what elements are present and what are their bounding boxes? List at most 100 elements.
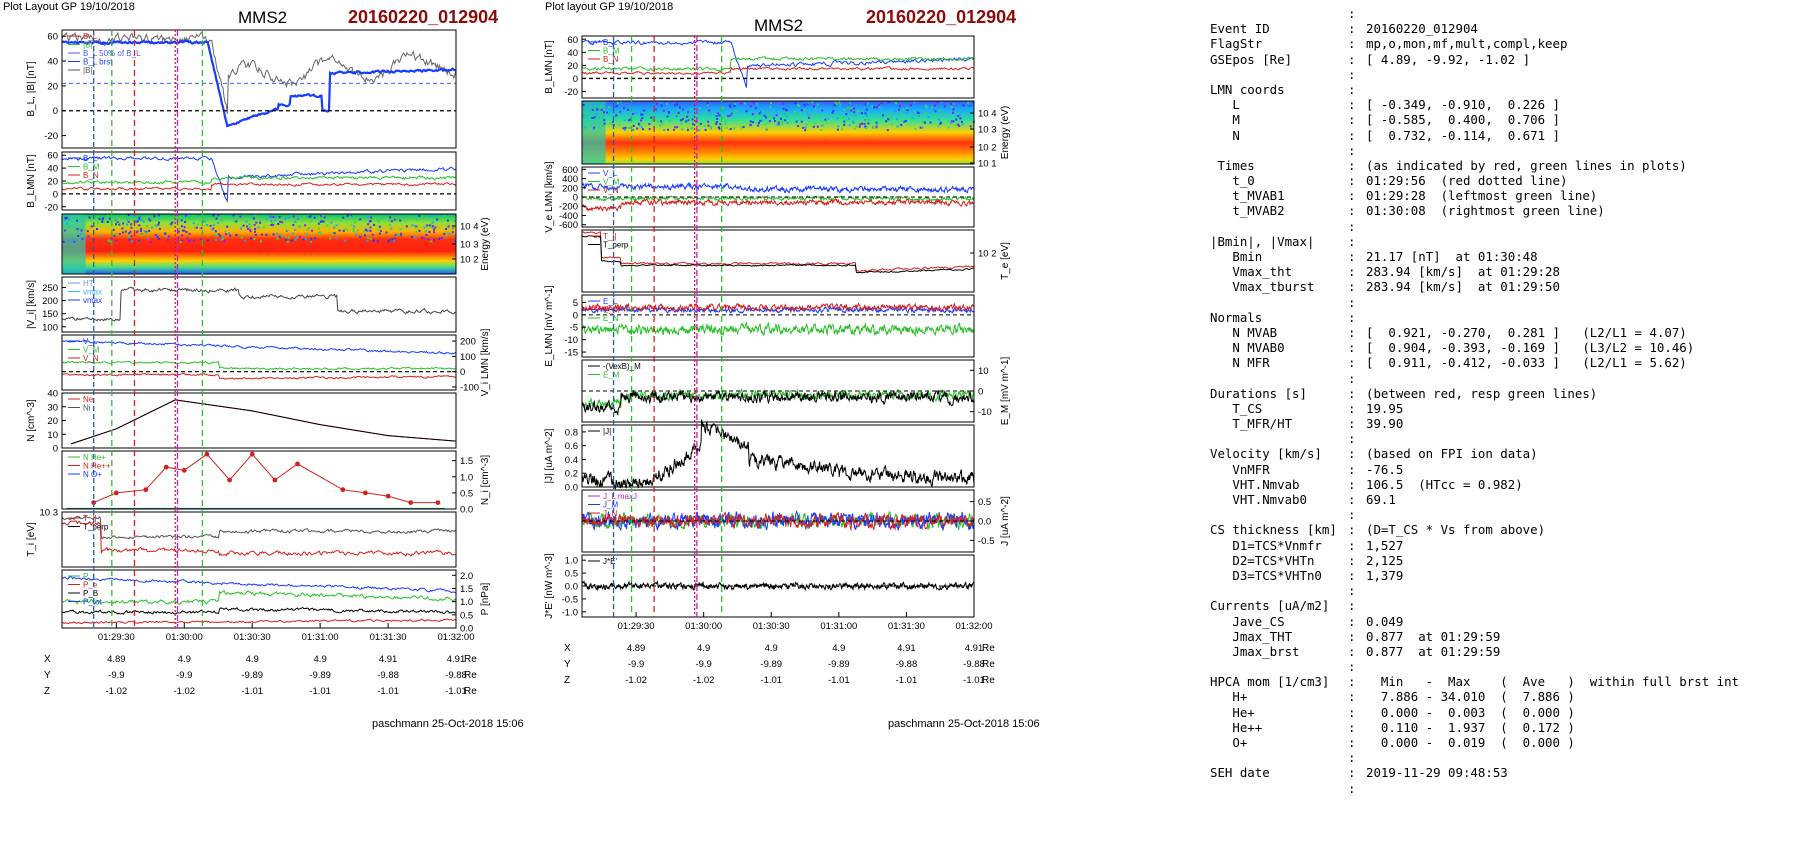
info-key: N MVAB0 — [1210, 340, 1285, 356]
spectrogram-speckle — [424, 230, 427, 233]
spectrogram-speckle — [393, 218, 396, 221]
spectrogram-speckle — [676, 103, 679, 106]
info-sep: : — [1348, 21, 1356, 37]
pos-row-value: -9.9 — [176, 670, 192, 681]
spectrogram-speckle — [687, 119, 690, 122]
y-axis-label: B_LMN [nT] — [26, 154, 37, 208]
spectrogram-speckle — [76, 227, 79, 230]
spectrogram-speckle — [114, 219, 117, 221]
info-row: N MVAB0: [ 0.904, -0.393, -0.169 ] (L3/L2… — [1210, 340, 1800, 355]
y-axis-label: Energy (eV) — [480, 217, 491, 270]
spectrogram-speckle — [642, 109, 645, 112]
spectrogram-speckle — [309, 240, 312, 243]
spectrogram-speckle — [63, 229, 66, 232]
info-sep: : — [1348, 51, 1356, 67]
spectrogram-speckle — [70, 233, 73, 236]
info-key: t_MVAB1 — [1210, 188, 1285, 204]
spectrogram-speckle — [967, 101, 970, 104]
spectrogram-speckle — [952, 102, 955, 105]
spectrogram-speckle — [866, 114, 869, 117]
y-axis-label: B_LMN [nT] — [544, 40, 555, 94]
y-tick-label: 0.4 — [565, 455, 578, 466]
left-figure-title: MMS2 — [238, 8, 288, 27]
spectrogram-speckle — [680, 123, 683, 125]
spectrogram-speckle — [615, 105, 618, 108]
spectrogram-speckle — [377, 220, 380, 223]
spectrogram-speckle — [369, 226, 372, 229]
spectrogram-speckle — [848, 124, 851, 127]
series-line — [581, 39, 975, 88]
spectrogram-speckle — [875, 121, 878, 124]
spectrogram-speckle — [806, 103, 809, 106]
series-line — [581, 579, 975, 592]
spectrogram-speckle — [270, 224, 273, 226]
spectrogram-speckle — [845, 113, 848, 116]
spectrogram-speckle — [260, 233, 263, 236]
spectrogram-speckle — [880, 117, 883, 119]
spectrogram-speckle — [393, 237, 396, 240]
spectrogram-speckle — [194, 227, 197, 229]
legend-label: B_L — [83, 32, 98, 41]
spectrogram-speckle — [281, 221, 284, 224]
spectrogram-speckle — [820, 128, 823, 131]
spectrogram-speckle — [608, 106, 611, 109]
event-info-table: : Event ID:20160220_012904 FlagStr: mp,o,mo… — [1210, 6, 1800, 796]
spectrogram-speckle — [106, 214, 109, 217]
spectrogram-speckle — [722, 107, 725, 110]
y-tick-label: -100 — [460, 382, 479, 393]
pos-row-value: -9.9 — [628, 659, 644, 670]
info-sep: : — [1348, 719, 1356, 735]
info-value: [ 0.921, -0.270, 0.281 ] (L2/L1 = 4.07) — [1366, 324, 1687, 340]
spectrogram-speckle — [898, 108, 900, 111]
info-sep: : — [1348, 674, 1356, 690]
spectrogram-speckle — [783, 114, 786, 117]
spectrogram-speckle — [109, 240, 112, 243]
info-sep: : — [1348, 431, 1356, 447]
spectrogram-speckle — [582, 104, 585, 106]
spectrogram-speckle — [706, 102, 709, 105]
spectrogram-speckle — [106, 220, 109, 223]
spectrogram-speckle — [101, 220, 104, 223]
spectrogram-speckle — [924, 104, 927, 107]
info-row: He++: 0.110 - 1.937 ( 0.172 ) — [1210, 720, 1800, 735]
spectrogram-speckle — [591, 102, 594, 105]
spectrogram-speckle — [329, 237, 332, 240]
info-value: 0.000 - 0.003 ( 0.000 ) — [1366, 704, 1575, 720]
spectrogram-speckle — [845, 118, 848, 121]
spectrogram-speckle — [782, 107, 785, 110]
spectrogram-speckle — [794, 110, 796, 113]
spectrogram-speckle — [89, 219, 92, 222]
y-axis-label: V_i LMN [km/s] — [480, 328, 491, 396]
spectrogram-speckle — [724, 106, 727, 109]
info-value: 7.886 - 34.010 ( 7.886 ) — [1366, 689, 1575, 705]
info-key: Event ID — [1210, 21, 1270, 37]
spectrogram-speckle — [321, 214, 324, 217]
spectrogram-speckle — [957, 115, 960, 118]
spectrogram-speckle — [960, 120, 963, 123]
spectrogram-speckle — [304, 238, 307, 241]
spectrogram-speckle — [757, 104, 760, 107]
spectrogram-speckle — [410, 236, 413, 238]
spectrogram-speckle — [927, 116, 930, 118]
spectrogram-speckle — [181, 239, 183, 242]
series-line — [581, 389, 975, 416]
spectrogram-speckle — [937, 125, 940, 128]
spectrogram-speckle — [627, 109, 629, 111]
series-point — [272, 477, 278, 483]
spectrogram-speckle — [947, 126, 950, 129]
spectrogram-speckle — [691, 118, 694, 121]
spectrogram-speckle — [843, 120, 846, 123]
spectrogram-speckle — [789, 114, 792, 117]
spectrogram-speckle — [121, 227, 124, 230]
spectrogram-speckle — [443, 232, 446, 235]
spectrogram-speckle — [871, 126, 874, 129]
info-value: 20160220_012904 — [1366, 21, 1478, 37]
spectrogram-speckle — [821, 109, 824, 112]
series-line — [61, 155, 457, 204]
info-row: CS thickness [km]: (D=T_CS * Vs from abov… — [1210, 522, 1800, 537]
pos-row-value: 4.89 — [627, 643, 646, 654]
spectrogram-speckle — [100, 234, 103, 237]
y-tick-label: -0.5 — [978, 536, 994, 547]
spectrogram-speckle — [385, 231, 388, 234]
spectrogram-speckle — [636, 127, 639, 130]
